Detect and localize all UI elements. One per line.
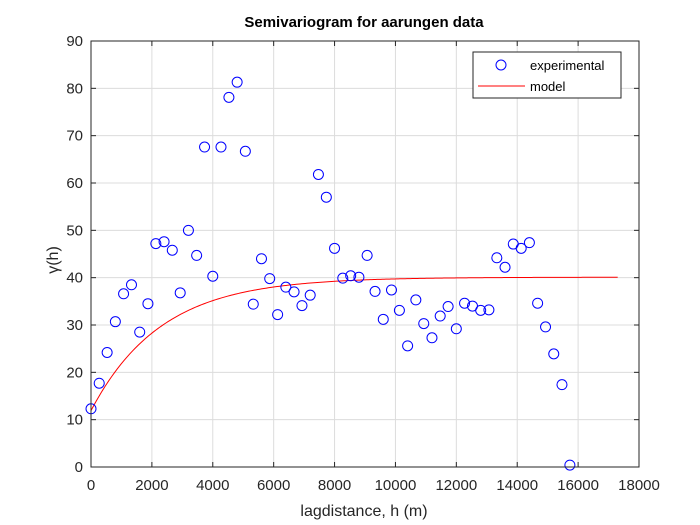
data-point: [93, 377, 105, 389]
data-point: [434, 310, 446, 322]
data-point: [247, 298, 259, 310]
data-point: [402, 340, 414, 352]
data-point: [255, 253, 267, 265]
data-point: [304, 289, 316, 301]
data-point: [426, 332, 438, 344]
data-point: [239, 145, 251, 157]
data-point: [532, 297, 544, 309]
y-tick-label: 60: [66, 175, 83, 192]
data-point: [199, 141, 211, 153]
data-point: [556, 379, 568, 391]
x-axis-label: lagdistance, h (m): [300, 503, 427, 520]
data-point: [442, 301, 454, 313]
y-axis-label: γ(h): [45, 246, 62, 274]
data-point: [337, 272, 349, 284]
x-tick-label: 16000: [557, 477, 599, 494]
y-tick-labels: 0 10 20 30 40 50 60 70 80 90: [66, 33, 83, 476]
data-point: [223, 91, 235, 103]
y-tick-label: 50: [66, 222, 83, 239]
x-tick-labels: 0 2000 4000 6000 8000 10000 12000 14000 16000 180…: [87, 477, 660, 494]
data-point: [540, 321, 552, 333]
y-tick-label: 90: [66, 33, 83, 50]
data-point: [393, 304, 405, 316]
data-point: [450, 323, 462, 335]
experimental-series: [85, 76, 576, 471]
legend-label-model: model: [530, 79, 566, 94]
data-point: [491, 252, 503, 264]
data-point: [109, 316, 121, 328]
data-point: [288, 286, 300, 298]
data-point: [499, 261, 511, 273]
data-point: [150, 238, 162, 250]
x-tick-label: 6000: [257, 477, 290, 494]
data-point: [272, 309, 284, 321]
data-point: [134, 326, 146, 338]
data-point: [564, 459, 576, 471]
data-point: [523, 237, 535, 249]
data-point: [125, 279, 137, 291]
x-tick-label: 8000: [318, 477, 351, 494]
data-point: [142, 298, 154, 310]
y-tick-label: 80: [66, 80, 83, 97]
data-point: [483, 304, 495, 316]
data-point: [166, 244, 178, 256]
data-point: [264, 273, 276, 285]
data-point: [207, 270, 219, 282]
data-point: [369, 285, 381, 297]
y-tick-label: 70: [66, 128, 83, 145]
data-point: [410, 294, 422, 306]
data-point: [459, 297, 471, 309]
x-tick-label: 4000: [196, 477, 229, 494]
data-point: [345, 270, 357, 282]
x-tick-label: 12000: [435, 477, 477, 494]
legend: experimental model: [472, 51, 622, 99]
x-tick-label: 14000: [496, 477, 538, 494]
axes-box: [90, 40, 640, 468]
legend-label-experimental: experimental: [530, 58, 605, 73]
data-point: [231, 76, 243, 88]
data-point: [158, 236, 170, 248]
x-tick-label: 2000: [135, 477, 168, 494]
y-tick-label: 0: [75, 459, 83, 476]
x-tick-label: 18000: [618, 477, 660, 494]
plot-area: 0 2000 4000 6000 8000 10000 12000 14000 16000 180…: [66, 33, 660, 494]
data-point: [296, 300, 308, 312]
y-tick-label: 30: [66, 317, 83, 334]
chart-title: Semivariogram for aarungen data: [244, 14, 484, 31]
legend-marker-experimental: [495, 59, 507, 71]
data-point: [475, 304, 487, 316]
data-point: [385, 284, 397, 296]
y-tick-label: 10: [66, 412, 83, 429]
y-tick-label: 20: [66, 364, 83, 381]
data-point: [191, 249, 203, 261]
x-tick-label: 10000: [375, 477, 417, 494]
data-point: [182, 224, 194, 236]
plot-background: [91, 41, 639, 467]
legend-box: [472, 51, 622, 99]
data-point: [515, 242, 527, 254]
data-point: [320, 191, 332, 203]
data-point: [312, 168, 324, 180]
data-point: [215, 141, 227, 153]
model-series: [90, 276, 618, 411]
data-point: [118, 288, 130, 300]
data-point: [418, 318, 430, 330]
data-point: [377, 313, 389, 325]
tick-marks: [90, 40, 640, 468]
model-curve: [90, 276, 618, 411]
data-point: [353, 271, 365, 283]
data-point: [548, 348, 560, 360]
data-point: [329, 242, 341, 254]
x-tick-label: 0: [87, 477, 95, 494]
data-point: [280, 281, 292, 293]
data-point: [174, 287, 186, 299]
data-point: [361, 249, 373, 261]
y-tick-label: 40: [66, 270, 83, 287]
data-point: [101, 346, 113, 358]
